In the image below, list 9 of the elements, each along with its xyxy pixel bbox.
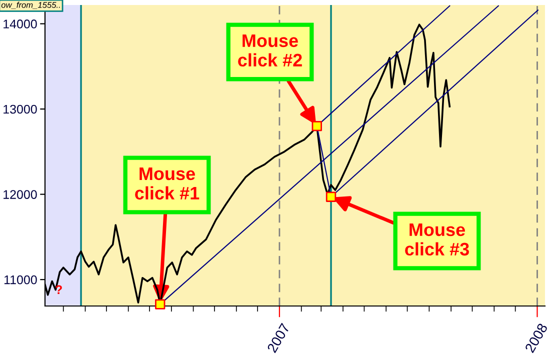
- y-tick-label: 12000: [4, 190, 37, 199]
- annotation: Mouse click #1: [135, 168, 200, 200]
- y-tick-label: 13000: [4, 104, 37, 114]
- annotation: Mouse click #2: [238, 34, 302, 67]
- chart-title: ow_from_1555..: [1, 2, 60, 9]
- y-tick-label: 14000: [4, 20, 37, 28]
- annotation: ?: [56, 285, 62, 294]
- y-tick-label: 11000: [4, 275, 37, 284]
- annotation: Mouse click #3: [405, 224, 469, 256]
